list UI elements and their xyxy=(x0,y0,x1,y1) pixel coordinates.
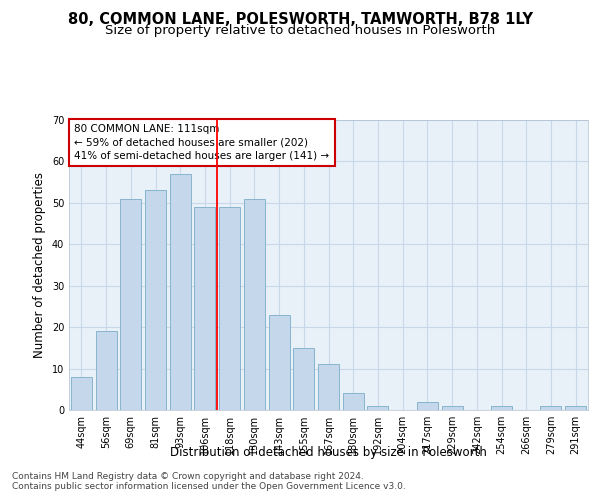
Bar xyxy=(417,402,438,410)
Bar xyxy=(541,406,562,410)
Text: 80, COMMON LANE, POLESWORTH, TAMWORTH, B78 1LY: 80, COMMON LANE, POLESWORTH, TAMWORTH, B… xyxy=(67,12,533,28)
Bar xyxy=(442,406,463,410)
Y-axis label: Number of detached properties: Number of detached properties xyxy=(33,172,46,358)
Text: Contains HM Land Registry data © Crown copyright and database right 2024.: Contains HM Land Registry data © Crown c… xyxy=(12,472,364,481)
Text: 80 COMMON LANE: 111sqm
← 59% of detached houses are smaller (202)
41% of semi-de: 80 COMMON LANE: 111sqm ← 59% of detached… xyxy=(74,124,329,161)
Text: Contains public sector information licensed under the Open Government Licence v3: Contains public sector information licen… xyxy=(12,482,406,491)
Bar xyxy=(244,198,265,410)
Bar xyxy=(565,406,586,410)
Bar xyxy=(343,394,364,410)
Bar xyxy=(269,314,290,410)
Bar xyxy=(120,198,141,410)
Text: Size of property relative to detached houses in Polesworth: Size of property relative to detached ho… xyxy=(105,24,495,37)
Bar xyxy=(367,406,388,410)
Bar xyxy=(491,406,512,410)
Bar xyxy=(194,207,215,410)
Bar xyxy=(219,207,240,410)
Bar xyxy=(293,348,314,410)
Bar xyxy=(145,190,166,410)
Bar xyxy=(95,332,116,410)
Text: Distribution of detached houses by size in Polesworth: Distribution of detached houses by size … xyxy=(170,446,487,459)
Bar xyxy=(170,174,191,410)
Bar xyxy=(318,364,339,410)
Bar xyxy=(71,377,92,410)
